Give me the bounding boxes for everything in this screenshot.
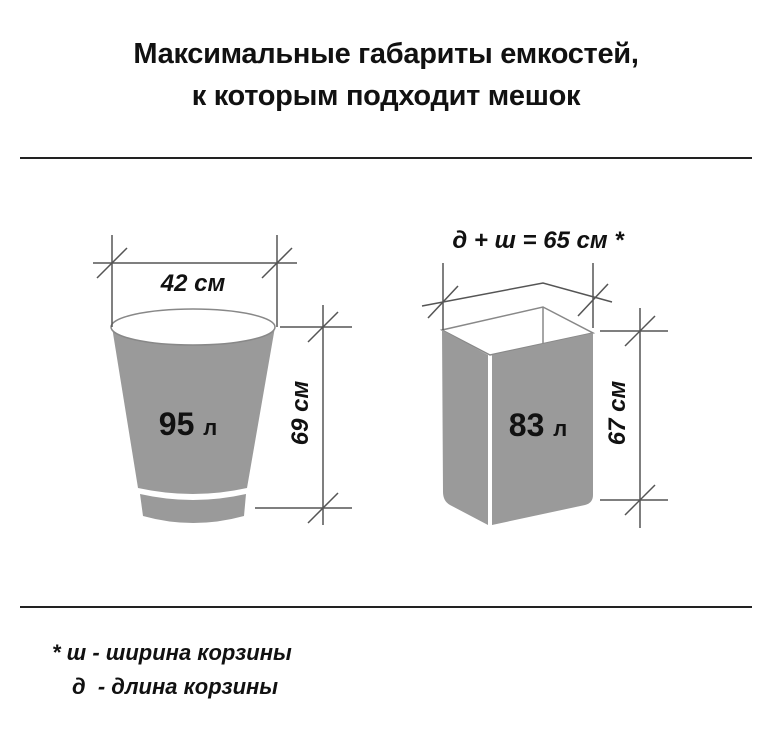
footnote-width: * ш - ширина корзины [52, 640, 292, 665]
title-line-1: Максимальные габариты емкостей, [133, 38, 639, 70]
rect-bin [439, 306, 596, 525]
footnote-length: д - длина корзины [72, 674, 279, 699]
title-line-2: к которым подходит мешок [191, 80, 581, 112]
round-bin [110, 308, 276, 523]
rect-height-dimension [600, 308, 668, 528]
rect-height-label: 67 см [604, 381, 631, 446]
round-width-label: 42 см [160, 270, 226, 297]
round-height-dimension [255, 305, 352, 525]
round-width-dimension [93, 235, 297, 327]
round-height-label: 69 см [287, 381, 314, 446]
rect-volume-label: 83 л [509, 407, 567, 443]
rect-perimeter-dimension [421, 263, 613, 330]
rect-perimeter-label: д + ш = 65 см * [452, 227, 625, 254]
round-volume-label: 95 л [159, 406, 217, 442]
